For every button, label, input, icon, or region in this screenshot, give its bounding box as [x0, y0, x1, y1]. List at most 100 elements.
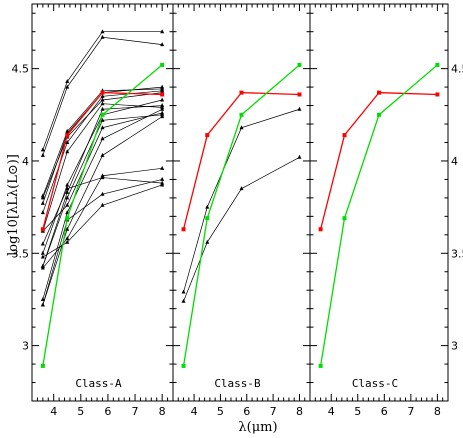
model-sed-red	[182, 91, 300, 230]
source-point	[40, 147, 45, 152]
model-point-red	[377, 90, 381, 95]
source-point	[65, 79, 70, 84]
x-tick-label: 7	[270, 405, 277, 418]
source-sed-line	[42, 103, 163, 232]
y-tick-label: 3.5	[12, 247, 30, 260]
chart-labels: 4 5 6 7 8 3 3.5 4 4.5 Class-A 4 5 6 7 8 Class-B 4 5 6 7 8 3 3.…	[12, 63, 463, 418]
source-point	[239, 125, 244, 130]
source-point	[65, 195, 70, 200]
x-tick-label: 5	[217, 405, 224, 418]
source-point	[239, 186, 244, 191]
source-point	[100, 152, 105, 157]
model-point-red	[40, 227, 45, 232]
source-point	[100, 106, 105, 111]
model-point-green	[65, 216, 70, 221]
panel-label-2: Class-B	[214, 377, 261, 390]
model-sed-red	[42, 91, 163, 230]
x-tick-label: 8	[434, 405, 441, 418]
source-sed-line	[42, 114, 163, 267]
model-point-red	[318, 227, 323, 232]
model-point-green	[297, 62, 302, 67]
y-tick-label: 3	[451, 340, 458, 353]
source-point	[160, 103, 165, 108]
source-point	[65, 202, 70, 207]
model-sed-red	[319, 91, 438, 230]
source-point	[100, 202, 105, 207]
source-sed-line	[42, 92, 163, 199]
source-sed-line	[42, 177, 163, 245]
source-point	[160, 110, 165, 115]
source-point	[100, 97, 105, 102]
source-point	[205, 239, 210, 244]
source-sed-line	[183, 156, 300, 302]
source-point	[65, 236, 70, 241]
source-point	[40, 250, 45, 255]
source-point	[100, 117, 105, 122]
x-axis-label: λ(μm)	[238, 420, 277, 435]
source-point	[160, 84, 165, 89]
source-point	[160, 114, 165, 119]
model-point-green	[40, 363, 45, 368]
model-point-red	[160, 92, 165, 97]
source-point	[297, 106, 302, 111]
source-point	[40, 296, 45, 301]
model-point-red	[100, 90, 105, 95]
source-point	[100, 93, 105, 98]
y-tick-label: 4.5	[451, 63, 463, 76]
y-tick-label: 4.5	[12, 63, 30, 76]
source-point	[160, 29, 165, 34]
model-point-green	[239, 112, 244, 117]
source-sed-line	[42, 36, 163, 156]
source-sed-line	[183, 108, 300, 293]
axis-ticks	[32, 4, 448, 401]
source-sed-line	[42, 105, 163, 267]
model-sed-green	[42, 64, 163, 367]
panel-frame-1	[31, 3, 174, 402]
source-point	[100, 29, 105, 34]
source-point	[40, 152, 45, 157]
source-point	[40, 302, 45, 307]
source-point	[100, 125, 105, 130]
x-tick-label: 4	[50, 405, 57, 418]
model-point-red	[65, 133, 70, 138]
source-point	[181, 298, 186, 303]
y-tick-label: 4	[451, 155, 458, 168]
source-point	[65, 84, 70, 89]
source-point	[160, 165, 165, 170]
source-point	[65, 210, 70, 215]
source-point	[160, 182, 165, 187]
source-point	[160, 42, 165, 47]
panel-frames	[31, 3, 449, 402]
model-point-red	[239, 90, 244, 95]
source-point	[40, 195, 45, 200]
source-point	[40, 210, 45, 215]
panel-label-3: Class-C	[352, 377, 398, 390]
source-point	[100, 191, 105, 196]
model-point-green	[160, 62, 165, 67]
model-point-red	[181, 227, 186, 232]
source-point	[100, 136, 105, 141]
y-tick-label: 3.5	[451, 247, 463, 260]
y-axis-label: log10[λLλ(L⊙)]	[6, 154, 21, 256]
source-sed-line	[42, 31, 163, 150]
model-point-red	[205, 133, 210, 138]
source-point	[100, 175, 105, 180]
model-point-green	[100, 112, 105, 117]
source-point	[40, 265, 45, 270]
model-point-red	[342, 133, 347, 138]
source-point	[65, 182, 70, 187]
model-point-green	[318, 363, 323, 368]
source-point	[65, 226, 70, 231]
model-point-green	[377, 112, 381, 117]
source-point	[65, 239, 70, 244]
source-point	[65, 149, 70, 154]
x-tick-label: 7	[132, 405, 139, 418]
source-point	[181, 289, 186, 294]
source-point	[65, 186, 70, 191]
x-tick-label: 7	[407, 405, 414, 418]
source-point	[160, 176, 165, 181]
x-tick-label: 6	[243, 405, 250, 418]
source-point	[40, 241, 45, 246]
y-tick-label: 4	[22, 155, 29, 168]
